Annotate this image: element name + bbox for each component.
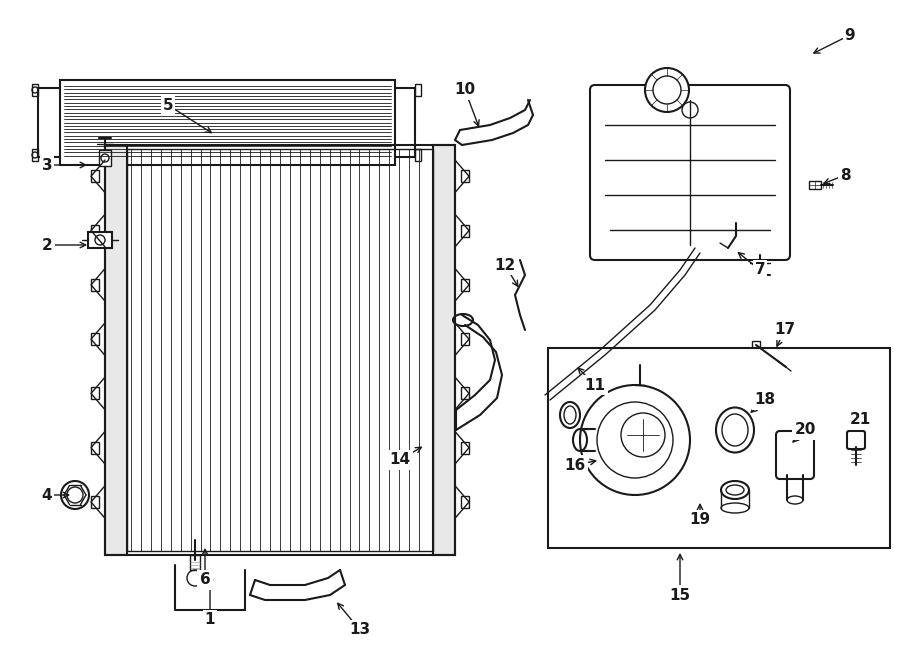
- Text: 6: 6: [200, 573, 211, 587]
- Bar: [461, 442, 469, 453]
- Text: 10: 10: [454, 83, 475, 97]
- Bar: [91, 170, 99, 182]
- Text: 13: 13: [349, 622, 371, 638]
- Text: 8: 8: [840, 167, 850, 183]
- Bar: [461, 279, 469, 291]
- Bar: [60, 80, 395, 165]
- Bar: [461, 496, 469, 508]
- Text: 12: 12: [494, 258, 516, 273]
- Text: 19: 19: [689, 512, 711, 528]
- Bar: [32, 84, 38, 96]
- Bar: [415, 84, 421, 96]
- Text: 14: 14: [390, 453, 410, 467]
- Text: 15: 15: [670, 587, 690, 602]
- Bar: [91, 224, 99, 236]
- Bar: [461, 224, 469, 236]
- Bar: [32, 149, 38, 161]
- Text: 16: 16: [564, 457, 586, 473]
- Bar: [433, 145, 455, 555]
- Text: 17: 17: [774, 322, 796, 338]
- Text: 2: 2: [41, 238, 52, 252]
- Bar: [461, 333, 469, 345]
- Bar: [548, 348, 890, 548]
- Text: 5: 5: [163, 97, 174, 113]
- Text: 4: 4: [41, 487, 52, 502]
- Bar: [105, 145, 127, 555]
- Bar: [91, 387, 99, 399]
- Text: 1: 1: [205, 612, 215, 628]
- Circle shape: [645, 68, 689, 112]
- Circle shape: [187, 570, 203, 586]
- Bar: [91, 496, 99, 508]
- Bar: [88, 232, 112, 248]
- Text: 11: 11: [584, 377, 606, 393]
- Text: 3: 3: [41, 158, 52, 173]
- Bar: [127, 149, 433, 551]
- Circle shape: [61, 481, 89, 509]
- FancyBboxPatch shape: [590, 85, 790, 260]
- FancyBboxPatch shape: [847, 431, 865, 449]
- Bar: [91, 333, 99, 345]
- Text: 20: 20: [795, 422, 815, 438]
- Text: 18: 18: [754, 393, 776, 408]
- Bar: [105, 145, 455, 555]
- Bar: [461, 387, 469, 399]
- Text: 21: 21: [850, 412, 870, 428]
- Bar: [91, 442, 99, 453]
- Text: 7: 7: [755, 263, 765, 277]
- Bar: [809, 181, 821, 189]
- Text: 9: 9: [845, 28, 855, 42]
- Bar: [91, 279, 99, 291]
- Bar: [461, 170, 469, 182]
- Bar: [752, 341, 760, 349]
- Bar: [415, 149, 421, 161]
- Bar: [99, 150, 111, 166]
